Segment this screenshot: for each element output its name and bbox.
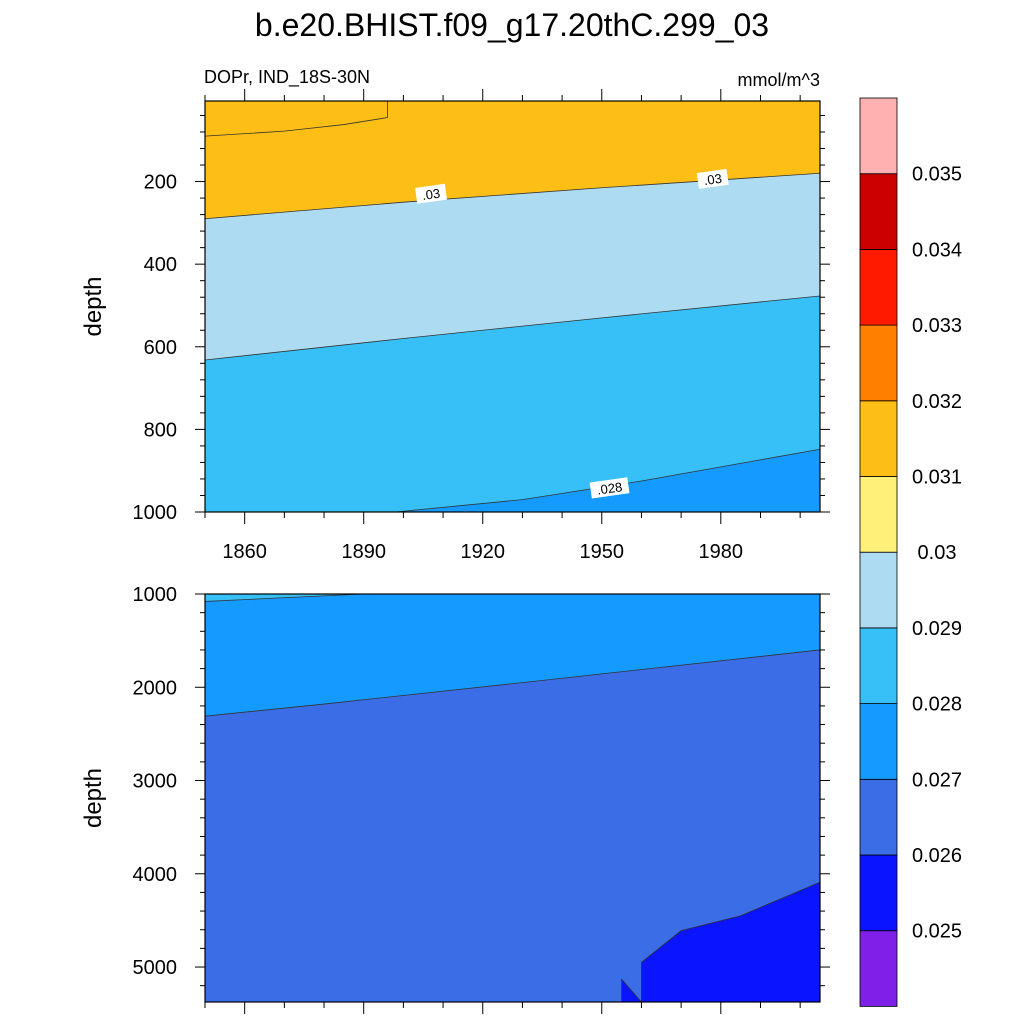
contour-label-text: .028 <box>596 479 623 497</box>
colorbar-box <box>859 854 898 932</box>
contour-region-below-0.027 <box>205 649 820 1002</box>
contour-fills <box>205 101 820 512</box>
colorbar-label: 0.026 <box>912 845 962 867</box>
y-tick-label: 5000 <box>133 957 178 979</box>
panel-frame <box>204 593 821 1003</box>
contour-label-text: .03 <box>421 186 441 203</box>
x-tick-label: 1920 <box>460 541 505 563</box>
colorbar-box <box>859 930 898 1007</box>
colorbar-label: 0.027 <box>912 769 962 791</box>
contour-region-0.031 <box>205 101 388 137</box>
contour-label-text: .03 <box>703 171 723 188</box>
x-tick-label: 1890 <box>341 541 386 563</box>
contour-line-0.027 <box>205 649 820 717</box>
colorbar-label: 0.034 <box>912 239 962 261</box>
contour-line-0.028 <box>205 594 364 602</box>
y-tick-label: 600 <box>144 337 177 359</box>
colorbar-box <box>859 248 898 326</box>
colorbar-box <box>859 703 898 780</box>
lower-panel: 1000 2000 3000 4000 5000 depth <box>80 584 830 1014</box>
colorbar-box <box>859 97 898 175</box>
contour-line-0.029 <box>205 295 820 361</box>
y-tick-label: 1000 <box>133 502 178 524</box>
colorbar-label: 0.035 <box>912 164 962 186</box>
upper-panel: .03 .03 .028 200 400 600 800 1000 depth 1860 1890 1… <box>80 89 830 563</box>
contour-label-bg <box>589 477 630 499</box>
x-tick-label: 1980 <box>699 541 744 563</box>
contour-label: .03 <box>696 168 729 189</box>
variable-label: DOPr, IND_18S-30N <box>204 67 370 88</box>
colorbar-label: 0.025 <box>912 921 962 943</box>
y-tick-label: 800 <box>144 419 177 441</box>
panel-frame <box>204 100 821 513</box>
contour-region-below-0.029 <box>205 295 820 512</box>
colorbar-box <box>859 778 898 856</box>
contour-label: .03 <box>415 183 447 204</box>
y-tick-label: 4000 <box>133 864 178 886</box>
y-axis-label: depth <box>80 768 107 828</box>
contour-label-bg <box>696 168 729 189</box>
colorbar-box <box>859 627 898 705</box>
x-tick-label: 1860 <box>222 541 267 563</box>
contour-region-below-0.028 <box>205 449 820 512</box>
colorbar-box <box>859 551 898 629</box>
colorbar-label: 0.028 <box>912 694 962 716</box>
y-tick-label: 1000 <box>133 584 178 606</box>
y-tick-label: 400 <box>144 254 177 276</box>
units-label: mmol/m^3 <box>738 70 820 90</box>
colorbar-label: 0.033 <box>912 315 962 337</box>
colorbar: 0.025 0.026 0.027 0.028 0.029 0.03 0.031 0.032 0… <box>859 97 962 1007</box>
y-tick-label: 2000 <box>133 677 178 699</box>
chart-title: b.e20.BHIST.f09_g17.20thC.299_03 <box>255 7 769 43</box>
contour-label: .028 <box>589 477 630 499</box>
contour-fills <box>205 594 820 1002</box>
colorbar-box <box>859 173 898 250</box>
colorbar-label: 0.031 <box>912 467 962 489</box>
colorbar-box <box>859 400 898 477</box>
colorbar-box <box>859 476 898 553</box>
y-tick-label: 200 <box>144 172 177 194</box>
y-axis-label: depth <box>80 276 107 336</box>
colorbar-box <box>859 324 898 402</box>
contour-region-0.025 <box>621 881 820 1002</box>
x-tick-label: 1950 <box>580 541 625 563</box>
contour-label-bg <box>415 183 447 204</box>
contour-line-0.028 <box>395 448 820 512</box>
colorbar-label: 0.032 <box>912 391 962 413</box>
y-tick-label: 3000 <box>133 771 178 793</box>
colorbar-label: 0.03 <box>918 542 957 564</box>
colorbar-label: 0.029 <box>912 618 962 640</box>
